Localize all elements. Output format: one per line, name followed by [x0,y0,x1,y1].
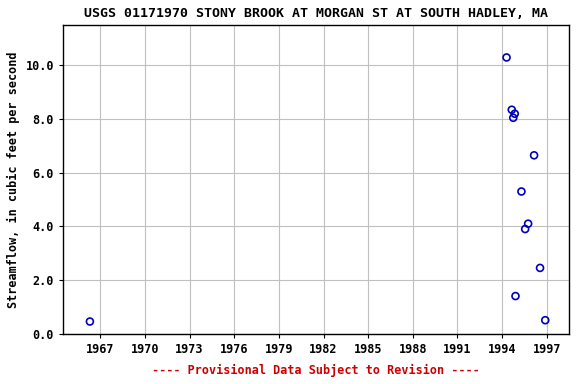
X-axis label: ---- Provisional Data Subject to Revision ----: ---- Provisional Data Subject to Revisio… [152,364,480,377]
Point [507,107,516,113]
Point [85,318,94,324]
Point [502,55,511,61]
Point [517,189,526,195]
Title: USGS 01171970 STONY BROOK AT MORGAN ST AT SOUTH HADLEY, MA: USGS 01171970 STONY BROOK AT MORGAN ST A… [84,7,548,20]
Point [536,265,545,271]
Y-axis label: Streamflow, in cubic feet per second: Streamflow, in cubic feet per second [7,51,20,308]
Point [524,220,533,227]
Point [521,226,530,232]
Point [509,115,518,121]
Point [510,111,520,117]
Point [541,317,550,323]
Point [511,293,520,299]
Point [529,152,539,158]
